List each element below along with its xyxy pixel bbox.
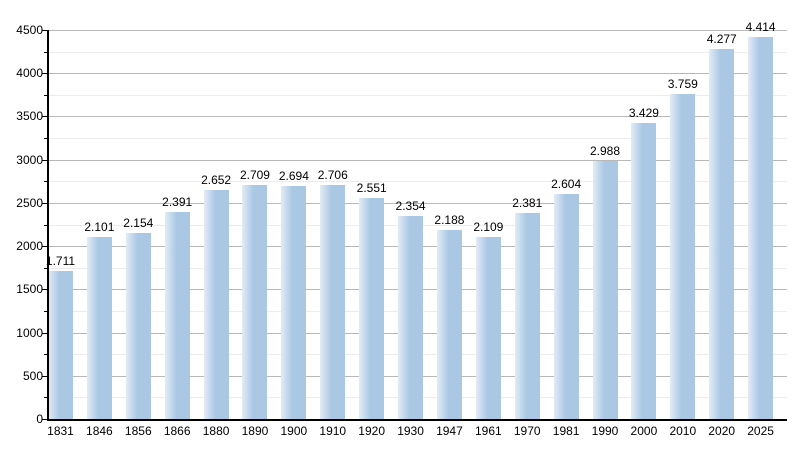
y-axis-major-tick <box>42 159 48 161</box>
gridline-minor <box>48 181 787 183</box>
y-axis-minor-tick <box>44 310 48 312</box>
bar <box>475 236 501 419</box>
y-axis-minor-tick <box>44 94 48 96</box>
bar <box>631 122 657 419</box>
bar-value-label: 1.711 <box>45 254 76 269</box>
y-axis-label: 1000 <box>16 325 43 340</box>
gridline-major <box>48 159 787 161</box>
x-axis-label: 2000 <box>630 424 658 438</box>
x-axis-label: 2010 <box>669 424 697 438</box>
y-axis-minor-tick <box>44 224 48 226</box>
x-axis-line <box>47 419 787 421</box>
y-axis-label: 2500 <box>16 195 43 210</box>
bar-value-label: 2.109 <box>473 219 504 234</box>
bar-value-label: 2.706 <box>317 168 348 183</box>
y-axis-major-tick <box>42 116 48 118</box>
gridline-major <box>48 73 787 75</box>
x-axis-label: 2020 <box>708 424 736 438</box>
y-axis-major-tick <box>42 332 48 334</box>
bar-value-label: 3.429 <box>628 105 659 120</box>
bar <box>748 37 774 419</box>
x-axis-label: 1920 <box>358 424 385 438</box>
y-axis-label: 2000 <box>16 239 43 254</box>
y-axis-label: 500 <box>22 368 43 383</box>
x-axis-label: 1866 <box>163 424 191 438</box>
bar-value-label: 4.277 <box>706 32 737 47</box>
bar-value-label: 2.988 <box>590 143 621 158</box>
bar <box>86 237 112 419</box>
x-axis-label: 2025 <box>747 424 774 438</box>
x-axis-label: 1970 <box>513 424 541 438</box>
bar <box>398 215 424 419</box>
bar-value-label: 2.694 <box>278 169 309 184</box>
x-axis-label: 1910 <box>319 424 347 438</box>
bar <box>242 184 268 419</box>
bar-value-label: 2.652 <box>201 172 232 187</box>
y-axis-label: 0 <box>36 412 43 426</box>
y-axis-label: 3000 <box>16 152 43 167</box>
y-axis-minor-tick <box>44 181 48 183</box>
bar <box>48 271 73 419</box>
x-axis-label: 1947 <box>436 424 463 438</box>
y-axis-minor-tick <box>44 267 48 269</box>
gridline-minor <box>48 51 787 53</box>
bar <box>125 232 151 419</box>
y-axis-major-tick <box>42 246 48 248</box>
y-axis-major-tick <box>42 202 48 204</box>
y-axis-label: 4000 <box>16 66 43 81</box>
x-axis-label: 1856 <box>124 424 152 438</box>
x-axis-label: 1831 <box>47 424 74 438</box>
bar <box>359 198 385 419</box>
bar <box>514 213 540 419</box>
bar <box>203 189 229 419</box>
bar-value-label: 2.604 <box>551 176 582 191</box>
bar-value-label: 4.414 <box>745 20 776 35</box>
y-axis-label: 1500 <box>16 282 43 297</box>
gridline-major <box>48 202 787 204</box>
x-axis-label: 1880 <box>202 424 230 438</box>
y-axis-minor-tick <box>44 397 48 399</box>
x-axis-label: 1930 <box>397 424 424 438</box>
bar <box>709 49 735 419</box>
x-axis-label: 1846 <box>86 424 113 438</box>
bar-value-label: 2.154 <box>123 215 154 230</box>
bar-value-label: 2.381 <box>512 196 543 211</box>
y-axis-minor-tick <box>44 354 48 356</box>
x-axis-label: 1990 <box>591 424 619 438</box>
gridline-major <box>48 30 787 31</box>
x-axis-label: 1981 <box>552 424 580 438</box>
bar-value-label: 2.391 <box>162 195 193 210</box>
bar <box>320 185 346 419</box>
y-axis-major-tick <box>42 30 48 31</box>
y-axis-major-tick <box>42 73 48 75</box>
bar-value-label: 3.759 <box>667 77 698 92</box>
y-axis-label: 3500 <box>16 109 43 124</box>
bar <box>436 229 462 419</box>
x-axis-label: 1900 <box>280 424 308 438</box>
y-axis-major-tick <box>42 419 48 420</box>
bar-value-label: 2.354 <box>395 198 426 213</box>
y-axis-minor-tick <box>44 138 48 140</box>
bar-value-label: 2.188 <box>434 212 465 227</box>
x-axis-label: 1961 <box>474 424 502 438</box>
y-axis-line <box>47 30 49 421</box>
x-axis-label: 1890 <box>241 424 269 438</box>
bar <box>164 212 190 419</box>
y-axis-major-tick <box>42 289 48 291</box>
gridline-minor <box>48 138 787 140</box>
bar-value-label: 2.551 <box>356 181 387 196</box>
bar <box>592 160 618 419</box>
bar <box>553 193 579 419</box>
bar-value-label: 2.709 <box>239 167 270 182</box>
bar-value-label: 2.101 <box>84 220 115 235</box>
bar <box>281 186 307 419</box>
gridline-minor <box>48 94 787 96</box>
y-axis-minor-tick <box>44 51 48 53</box>
gridline-major <box>48 116 787 118</box>
bar <box>670 94 696 419</box>
y-axis-label: 4500 <box>16 23 43 37</box>
y-axis-major-tick <box>42 375 48 377</box>
